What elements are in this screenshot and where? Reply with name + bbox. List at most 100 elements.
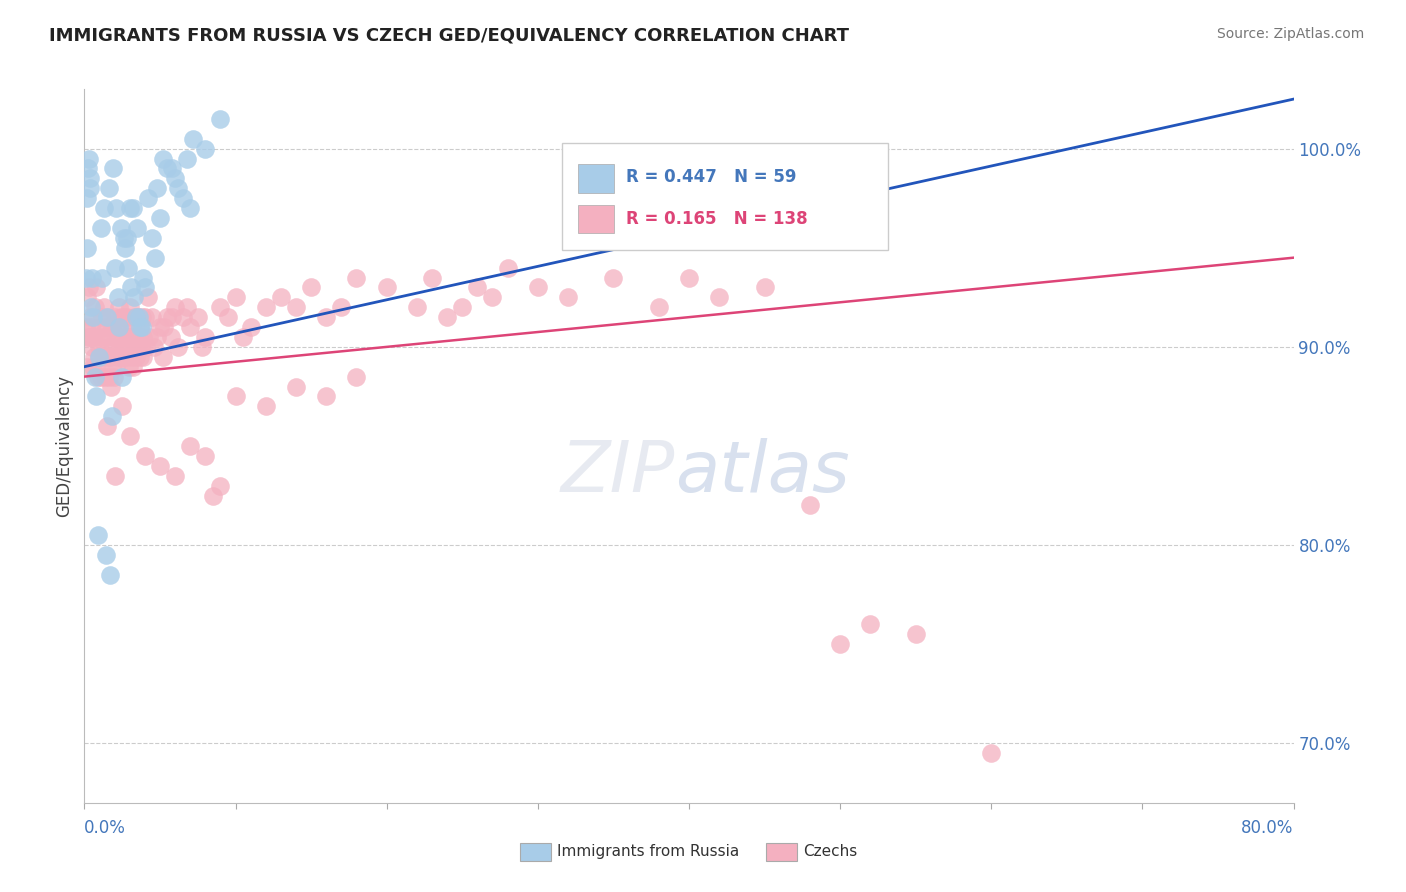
Text: Czechs: Czechs	[803, 845, 858, 859]
Text: IMMIGRANTS FROM RUSSIA VS CZECH GED/EQUIVALENCY CORRELATION CHART: IMMIGRANTS FROM RUSSIA VS CZECH GED/EQUI…	[49, 27, 849, 45]
Point	[115, 310, 138, 325]
Point	[118, 201, 141, 215]
Point	[125, 310, 148, 325]
Point	[101, 359, 124, 374]
Point	[128, 350, 150, 364]
Point	[142, 340, 165, 354]
Point	[128, 310, 150, 325]
Point	[481, 290, 503, 304]
Point	[131, 330, 153, 344]
Point	[91, 270, 114, 285]
Point	[79, 330, 101, 344]
Point	[187, 310, 209, 325]
Point	[80, 300, 103, 314]
Point	[146, 330, 169, 344]
Point	[96, 320, 118, 334]
Point	[98, 350, 121, 364]
Point	[114, 241, 136, 255]
Point	[117, 260, 139, 275]
Point	[191, 340, 214, 354]
Point	[90, 369, 112, 384]
Point	[105, 201, 128, 215]
Point	[346, 270, 368, 285]
Point	[110, 310, 132, 325]
Point	[285, 379, 308, 393]
Point	[128, 330, 150, 344]
Point	[980, 746, 1002, 760]
Point	[110, 221, 132, 235]
Text: 80.0%: 80.0%	[1241, 819, 1294, 837]
Point	[129, 320, 152, 334]
Point	[160, 310, 183, 325]
Point	[134, 449, 156, 463]
Point	[111, 320, 134, 334]
Point	[94, 369, 117, 384]
Point	[77, 330, 100, 344]
Point	[127, 221, 149, 235]
Text: Immigrants from Russia: Immigrants from Russia	[557, 845, 740, 859]
Point	[108, 340, 131, 354]
Point	[270, 290, 292, 304]
Point	[149, 320, 172, 334]
Point	[527, 280, 550, 294]
Point	[420, 270, 443, 285]
Point	[112, 231, 135, 245]
Point	[830, 637, 852, 651]
Point	[96, 419, 118, 434]
Point	[121, 320, 143, 334]
Point	[678, 270, 700, 285]
Point	[179, 320, 201, 334]
Point	[172, 191, 194, 205]
Point	[75, 320, 97, 334]
Point	[315, 310, 337, 325]
Point	[86, 389, 108, 403]
Point	[98, 340, 121, 354]
Text: ZIP: ZIP	[561, 438, 675, 508]
Point	[77, 280, 100, 294]
Point	[121, 330, 143, 344]
Point	[159, 330, 181, 344]
FancyBboxPatch shape	[562, 143, 889, 250]
Point	[84, 330, 107, 344]
Point	[330, 300, 353, 314]
Point	[117, 330, 139, 344]
Point	[145, 251, 167, 265]
Point	[436, 310, 458, 325]
Point	[98, 567, 121, 582]
Point	[799, 499, 821, 513]
Text: R = 0.447   N = 59: R = 0.447 N = 59	[626, 168, 797, 186]
Point	[76, 191, 98, 205]
Point	[91, 310, 114, 325]
Point	[82, 359, 104, 374]
Point	[82, 310, 104, 325]
Text: Source: ZipAtlas.com: Source: ZipAtlas.com	[1216, 27, 1364, 41]
Point	[451, 300, 474, 314]
Point	[93, 201, 115, 215]
Point	[87, 350, 110, 364]
Point	[104, 330, 127, 344]
Point	[209, 112, 232, 126]
Point	[120, 330, 142, 344]
Point	[232, 330, 254, 344]
Point	[125, 310, 148, 325]
Point	[86, 280, 108, 294]
Point	[176, 300, 198, 314]
Point	[96, 310, 118, 325]
Point	[77, 152, 100, 166]
Point	[79, 310, 101, 325]
Point	[156, 310, 179, 325]
Point	[89, 320, 111, 334]
Point	[176, 152, 198, 166]
Point	[299, 280, 322, 294]
Point	[76, 359, 98, 374]
Point	[165, 468, 187, 483]
Point	[134, 280, 156, 294]
Point	[124, 340, 146, 354]
Point	[129, 320, 152, 334]
Point	[84, 300, 107, 314]
Point	[111, 400, 134, 414]
Point	[167, 181, 190, 195]
Point	[118, 429, 141, 443]
Point	[87, 369, 110, 384]
Point	[406, 300, 429, 314]
